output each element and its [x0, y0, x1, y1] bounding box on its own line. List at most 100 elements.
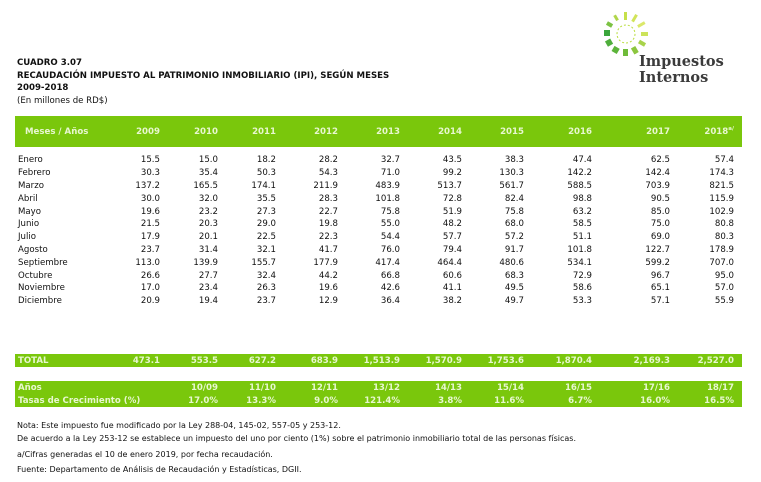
cell-value: 75.8: [504, 206, 524, 217]
growth-rate: 13.3%: [226, 394, 284, 407]
total-value: 2,527.0: [678, 354, 742, 367]
sun-rays-logo-icon: [604, 12, 648, 56]
cell-value: 32.1: [256, 244, 276, 255]
note-modifications: Nota: Este impuesto fue modificado por l…: [17, 421, 341, 430]
growth-period: 10/09: [168, 381, 226, 394]
cell-value: 599.2: [645, 257, 670, 268]
cell-value: 58.6: [572, 283, 592, 294]
cell-value: 28.2: [318, 155, 338, 166]
month-label: Agosto: [18, 244, 48, 255]
cell-value: 27.7: [198, 270, 218, 281]
total-value: 553.5: [168, 354, 226, 367]
cell-value: 72.8: [442, 193, 462, 204]
cell-value: 49.7: [504, 296, 524, 307]
cell-value: 707.0: [709, 257, 734, 268]
cell-value: 57.0: [714, 283, 734, 294]
cell-value: 32.0: [198, 193, 218, 204]
growth-rate: 16.5%: [678, 394, 742, 407]
cell-value: 42.6: [380, 283, 400, 294]
cell-value: 480.6: [499, 257, 524, 268]
cell-value: 41.7: [318, 244, 338, 255]
cell-value: 51.9: [442, 206, 462, 217]
total-value: 1,753.6: [470, 354, 532, 367]
growth-rate: 6.7%: [532, 394, 600, 407]
cell-value: 66.8: [380, 270, 400, 281]
growth-table: Años 10/09 11/10 12/11 13/12 14/13 15/14…: [15, 381, 742, 407]
cell-value: 57.1: [650, 296, 670, 307]
cell-value: 27.3: [256, 206, 276, 217]
cell-value: 51.1: [572, 232, 592, 243]
footnotes: Nota: Este impuesto fue modificado por l…: [17, 418, 576, 478]
month-label: Febrero: [18, 168, 51, 179]
year-header: 2011: [226, 116, 284, 147]
cell-value: 12.9: [318, 296, 338, 307]
cell-value: 17.0: [140, 283, 160, 294]
monthly-data-table: Enero 15.5 15.0 18.2 28.2 32.7 43.5 38.3 47.4 62.…: [15, 154, 742, 308]
cell-value: 55.0: [380, 219, 400, 230]
cell-value: 72.9: [572, 270, 592, 281]
table-titles: CUADRO 3.07 RECAUDACIÓN IMPUESTO AL PATR…: [17, 57, 389, 107]
cell-value: 95.0: [714, 270, 734, 281]
year-header: 2012: [284, 116, 346, 147]
cell-value: 534.1: [567, 257, 592, 268]
cell-value: 122.7: [645, 244, 670, 255]
cell-value: 82.4: [504, 193, 524, 204]
table-row: Enero 15.5 15.0 18.2 28.2 32.7 43.5 38.3 47.4 62.…: [15, 154, 742, 167]
cell-value: 174.1: [251, 180, 276, 191]
cell-value: 35.5: [256, 193, 276, 204]
table-row: Marzo 137.2 165.5 174.1 211.9 483.9 513.7 561.7…: [15, 180, 742, 193]
logo-line-2: Internos: [639, 69, 709, 86]
total-value: 1,570.9: [408, 354, 470, 367]
cell-value: 85.0: [650, 206, 670, 217]
total-value: 683.9: [284, 354, 346, 367]
year-label: 2018: [704, 126, 729, 137]
month-label: Mayo: [18, 206, 42, 217]
growth-rate: 17.0%: [168, 394, 226, 407]
table-units: (En millones de RD$): [17, 95, 108, 106]
cell-value: 80.3: [714, 232, 734, 243]
cell-value: 69.0: [650, 232, 670, 243]
month-label: Octubre: [18, 270, 53, 281]
cell-value: 23.7: [140, 244, 160, 255]
cell-value: 20.9: [140, 296, 160, 307]
cell-value: 31.4: [198, 244, 218, 255]
total-label: TOTAL: [15, 354, 110, 367]
total-value: 473.1: [110, 354, 168, 367]
cell-value: 96.7: [650, 270, 670, 281]
note-source: Fuente: Departamento de Análisis de Reca…: [17, 465, 302, 474]
cell-value: 32.7: [380, 155, 400, 166]
cell-value: 98.8: [572, 193, 592, 204]
cell-value: 137.2: [135, 180, 160, 191]
logo-line-1: Impuestos: [639, 53, 724, 70]
cell-value: 19.6: [140, 206, 160, 217]
growth-period: 18/17: [678, 381, 742, 394]
table-row: Octubre 26.6 27.7 32.4 44.2 66.8 60.6 68.3 72.9 9…: [15, 269, 742, 282]
total-row-table: TOTAL 473.1 553.5 627.2 683.9 1,513.9 1,…: [15, 354, 742, 367]
cell-value: 23.7: [256, 296, 276, 307]
cell-value: 703.9: [645, 180, 670, 191]
cell-value: 32.4: [256, 270, 276, 281]
growth-periods-row: Años 10/09 11/10 12/11 13/12 14/13 15/14…: [15, 381, 742, 394]
growth-period: 12/11: [284, 381, 346, 394]
cell-value: 115.9: [709, 193, 734, 204]
cell-value: 91.7: [504, 244, 524, 255]
cell-value: 18.2: [256, 155, 276, 166]
growth-period: 13/12: [346, 381, 408, 394]
table-row: Junio 21.5 20.3 29.0 19.8 55.0 48.2 68.0 58.5 75.…: [15, 218, 742, 231]
cell-value: 71.0: [380, 168, 400, 179]
cell-value: 65.1: [650, 283, 670, 294]
cell-value: 22.7: [318, 206, 338, 217]
cell-value: 20.3: [198, 219, 218, 230]
cell-value: 29.0: [256, 219, 276, 230]
cell-value: 22.3: [318, 232, 338, 243]
cell-value: 76.0: [380, 244, 400, 255]
cell-value: 48.2: [442, 219, 462, 230]
year-header: 2009: [110, 116, 168, 147]
total-value: 1,870.4: [532, 354, 600, 367]
cell-value: 30.3: [140, 168, 160, 179]
table-row: Julio 17.9 20.1 22.5 22.3 54.4 57.7 57.2 51.1 69.…: [15, 231, 742, 244]
cell-value: 30.0: [140, 193, 160, 204]
cell-value: 22.5: [256, 232, 276, 243]
growth-period: 11/10: [226, 381, 284, 394]
cell-value: 36.4: [380, 296, 400, 307]
